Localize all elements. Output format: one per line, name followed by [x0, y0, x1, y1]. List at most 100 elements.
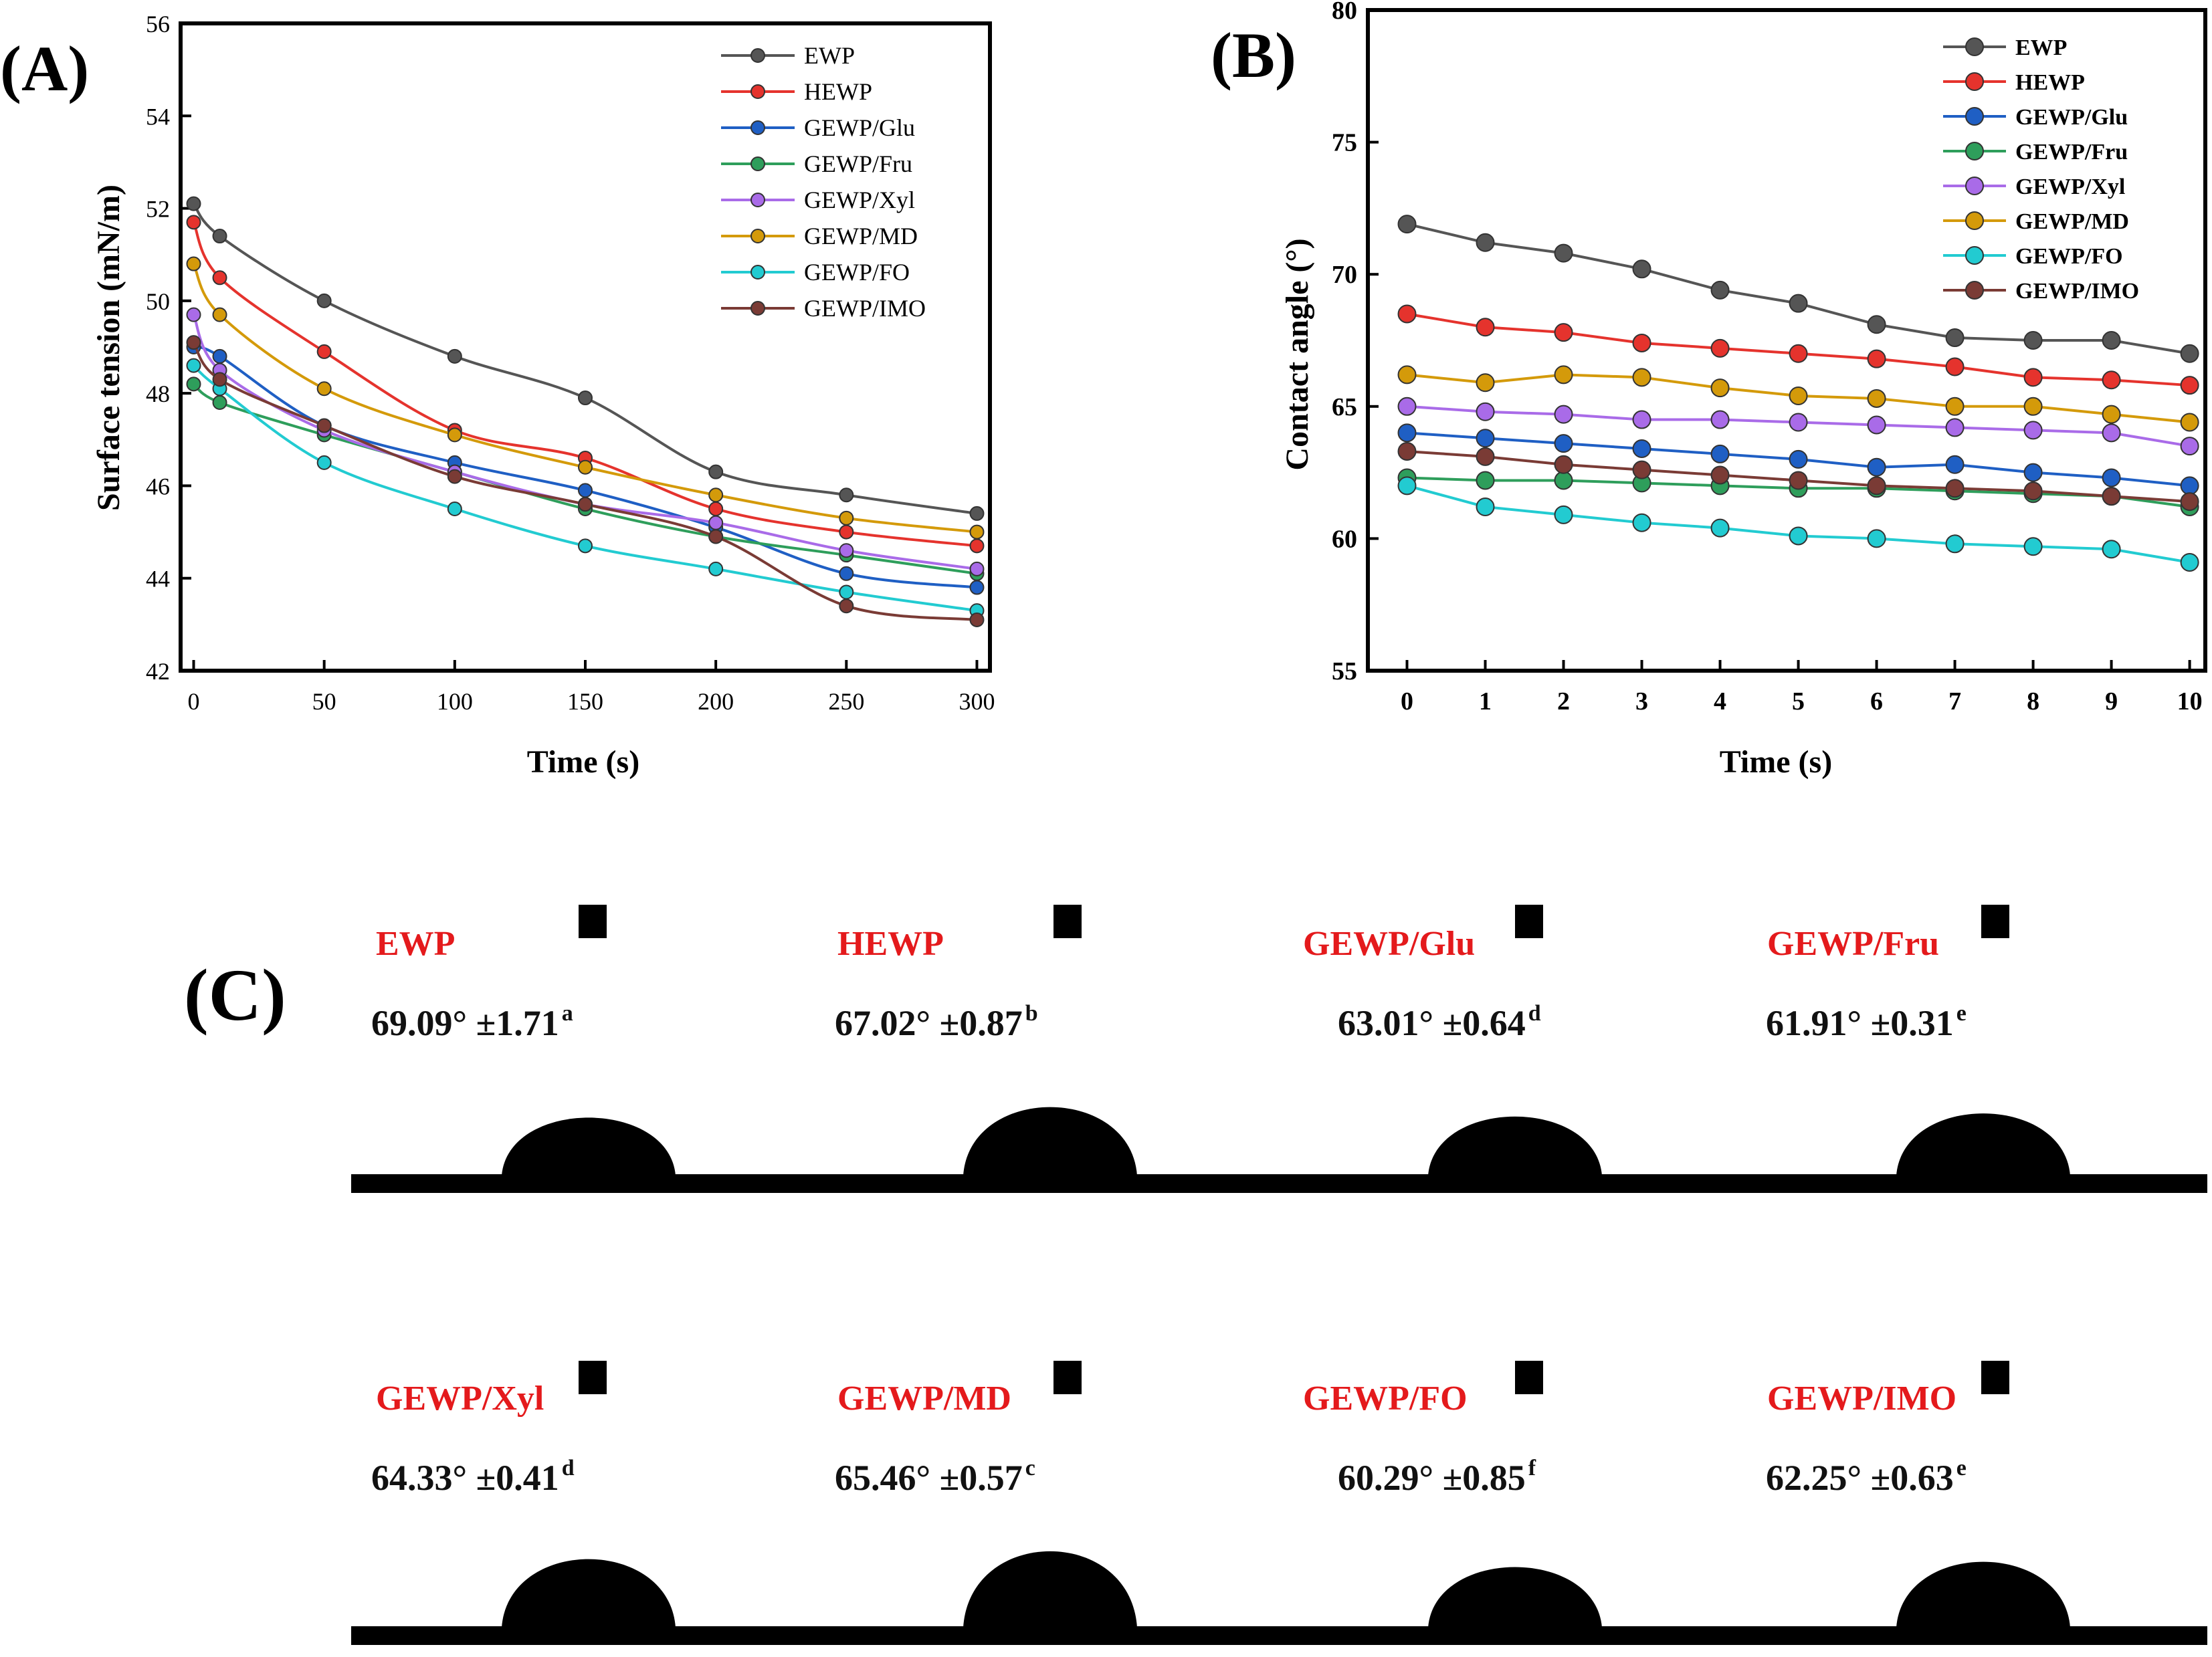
data-point	[1554, 505, 1573, 524]
drop-significance-letter: d	[1528, 1001, 1541, 1026]
legend-marker	[1965, 246, 1984, 265]
data-point	[1476, 497, 1495, 516]
drop-sample-name: GEWP/MD	[837, 1379, 1011, 1418]
drop-angle-value: 69.09° ±1.71	[371, 1003, 559, 1043]
data-point	[2023, 421, 2043, 440]
drop-gewp-md: GEWP/MD 65.46° ±0.57 c	[816, 1361, 1278, 1645]
data-point	[1476, 447, 1495, 466]
data-point	[186, 256, 201, 271]
chart-b-ylabel: Contact angle (°)	[1280, 238, 1315, 470]
data-point	[578, 391, 593, 406]
drop-significance-letter: d	[562, 1456, 575, 1480]
data-point	[447, 502, 462, 516]
data-point	[969, 524, 985, 540]
legend-label: GEWP/MD	[804, 223, 918, 249]
data-point	[578, 483, 593, 498]
data-point	[1867, 415, 1886, 435]
data-point	[1945, 479, 1965, 498]
x-tick-label: 50	[312, 688, 336, 715]
data-point	[1945, 328, 1965, 348]
drop-gewp-fru: GEWP/Fru 61.91° ±0.31 e	[1742, 905, 2207, 1193]
drop-sample-name: GEWP/FO	[1303, 1379, 1468, 1418]
chart-a-xlabel: Time (s)	[527, 744, 639, 780]
legend-marker	[1965, 177, 1984, 195]
data-point	[2180, 476, 2199, 495]
drop-sample-name: GEWP/Glu	[1303, 925, 1475, 963]
data-point	[1789, 294, 1808, 313]
data-point	[316, 455, 332, 470]
x-tick-label: 3	[1635, 687, 1648, 715]
substrate-surface	[816, 1174, 1278, 1193]
x-tick-label: 0	[188, 688, 200, 715]
data-point	[2023, 537, 2043, 556]
data-point	[186, 376, 201, 392]
drop-significance-letter: b	[1025, 1001, 1038, 1026]
data-point	[212, 307, 227, 322]
y-tick-label: 46	[146, 473, 170, 500]
data-point	[969, 538, 985, 554]
drop-angle-value: 63.01° ±0.64	[1338, 1003, 1526, 1043]
data-point	[1632, 439, 1651, 459]
scale-bar	[1515, 905, 1543, 938]
y-tick-label: 80	[1332, 0, 1357, 25]
y-tick-label: 54	[146, 103, 170, 130]
legend-marker	[1965, 107, 1984, 126]
y-tick-label: 44	[146, 566, 170, 592]
data-point	[1632, 513, 1651, 532]
water-droplet	[1896, 1561, 2070, 1628]
data-point	[1397, 397, 1417, 416]
data-point	[2180, 552, 2199, 572]
data-point	[969, 506, 985, 521]
y-tick-label: 56	[146, 11, 170, 37]
data-point	[1397, 441, 1417, 461]
legend-entry: GEWP/MD	[1943, 209, 2129, 234]
legend-entry: GEWP/Fru	[721, 150, 912, 177]
data-point	[1945, 534, 1965, 554]
drop-angle-value: 64.33° ±0.41	[371, 1458, 559, 1498]
chart-b: (B) 0 1 2 3 4 5 6 7 8 9 10 55 60 65 70 75 80 EWP HEWP GEWP…	[1211, 0, 2207, 780]
series-gewp-xyl	[1397, 397, 2199, 456]
data-point	[839, 543, 854, 558]
chart-a-ticks: 0 50 100 150 200 250 300 42 44 46 48 50 52 54 56	[146, 11, 995, 715]
drop-significance-letter: f	[1528, 1456, 1536, 1480]
data-point	[1476, 471, 1495, 490]
series-line	[192, 314, 977, 570]
series-gewp-imo	[186, 335, 985, 627]
x-tick-label: 7	[1948, 687, 1961, 715]
legend-marker	[1965, 142, 1984, 160]
drop-gewp-glu: GEWP/Glu 63.01° ±0.64 d	[1278, 905, 1742, 1193]
data-point	[1867, 349, 1886, 368]
x-tick-label: 0	[1401, 687, 1413, 715]
data-point	[2180, 344, 2199, 363]
data-point	[186, 335, 201, 350]
y-tick-label: 52	[146, 196, 170, 223]
legend-label: GEWP/Fru	[804, 150, 912, 177]
water-droplet	[963, 1107, 1137, 1176]
series-hewp	[1397, 304, 2199, 395]
data-point	[447, 348, 462, 364]
legend-entry: GEWP/IMO	[1943, 279, 2139, 304]
y-tick-label: 48	[146, 380, 170, 407]
panel-a-label: (A)	[0, 33, 89, 104]
chart-a-series	[186, 196, 985, 627]
scale-bar	[579, 1361, 607, 1394]
panel-b-label: (B)	[1211, 19, 1296, 91]
legend-label: EWP	[2015, 35, 2067, 60]
drop-significance-letter: e	[1956, 1456, 1967, 1480]
x-tick-label: 1	[1479, 687, 1492, 715]
y-tick-label: 70	[1332, 261, 1357, 289]
panel-c: (C) EWP 69.09° ±1.71 a HEWP 67.02° ±0.87 b GEW…	[184, 905, 2207, 1645]
data-point	[2102, 468, 2121, 487]
drop-significance-letter: c	[1025, 1456, 1035, 1480]
data-point	[1397, 476, 1417, 495]
x-tick-label: 6	[1870, 687, 1883, 715]
legend-label: GEWP/Fru	[2015, 140, 2128, 164]
water-droplet	[1428, 1567, 1602, 1628]
legend-label: GEWP/Glu	[804, 114, 915, 141]
water-droplet	[502, 1117, 676, 1176]
x-tick-label: 5	[1792, 687, 1805, 715]
chart-a: (A) 0 50 100 150 200 250 300 42 44 46 48 50 52 54 56 E…	[0, 11, 995, 780]
drop-angle-value: 60.29° ±0.85	[1338, 1458, 1526, 1498]
data-point	[708, 515, 724, 530]
